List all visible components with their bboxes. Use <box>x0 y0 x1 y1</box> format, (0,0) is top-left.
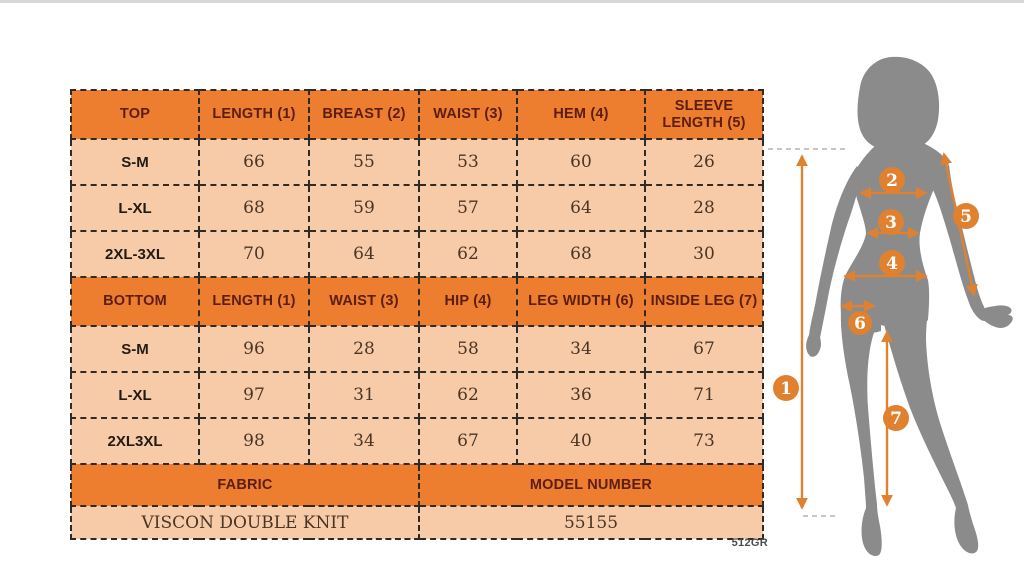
badge-circle <box>773 375 799 401</box>
value-cell: 26 <box>644 138 764 186</box>
value-cell: 60 <box>516 138 646 186</box>
marker-badge-4: 4 <box>879 250 905 276</box>
value-cell: 31 <box>308 371 420 419</box>
value-cell: 71 <box>644 371 764 419</box>
value-cell: 68 <box>198 184 310 232</box>
column-header-cell-4: HEM (4) <box>516 89 646 140</box>
column-header-cell-0: TOP <box>70 89 200 140</box>
value-cell: 40 <box>516 417 646 465</box>
column-header-cell-3: HIP (4) <box>418 276 518 327</box>
value-cell: 97 <box>198 371 310 419</box>
size-data-row: S-M 66 55 53 60 26 <box>70 138 764 186</box>
value-cell: 62 <box>418 230 518 278</box>
section-header-row-1: TOP LENGTH (1) BREAST (2) WAIST (3) HEM (4) S… <box>70 89 764 140</box>
value-cell: 96 <box>198 325 310 373</box>
badge-circle <box>878 209 904 235</box>
value-cell: 64 <box>308 230 420 278</box>
badge-number: 5 <box>960 207 972 227</box>
measurement-figure: 1 2 3 4 5 6 7 <box>768 56 1013 556</box>
badge-number: 1 <box>780 379 792 399</box>
size-label-cell: L-XL <box>70 371 200 419</box>
value-cell: 34 <box>516 325 646 373</box>
badge-number: 6 <box>854 314 866 334</box>
badge-number: 7 <box>890 409 902 429</box>
female-silhouette <box>806 56 1013 556</box>
size-data-row: 2XL3XL 98 34 67 40 73 <box>70 417 764 465</box>
column-header-cell-1: LENGTH (1) <box>198 276 310 327</box>
silhouette-left-arm <box>809 166 860 346</box>
badge-circle <box>879 167 905 193</box>
size-label-cell: S-M <box>70 325 200 373</box>
value-cell: 98 <box>198 417 310 465</box>
marker-badge-1: 1 <box>773 375 799 401</box>
badge-circle <box>848 311 872 335</box>
column-header-cell-3: WAIST (3) <box>418 89 518 140</box>
column-header-cell-4: LEG WIDTH (6) <box>516 276 646 327</box>
marker-badge-7: 7 <box>883 405 909 431</box>
value-cell: 68 <box>516 230 646 278</box>
silhouette-head <box>857 56 940 151</box>
value-cell: 34 <box>308 417 420 465</box>
value-cell: 28 <box>644 184 764 232</box>
size-label-cell: 2XL-3XL <box>70 230 200 278</box>
badge-circle <box>879 250 905 276</box>
column-header-cell-2: WAIST (3) <box>308 276 420 327</box>
badge-number: 3 <box>885 213 897 233</box>
size-label-cell: L-XL <box>70 184 200 232</box>
silhouette-right-hand <box>978 305 1013 328</box>
marker-badge-2: 2 <box>879 167 905 193</box>
value-cell: 64 <box>516 184 646 232</box>
value-cell: 30 <box>644 230 764 278</box>
value-cell: 53 <box>418 138 518 186</box>
column-header-cell-0: BOTTOM <box>70 276 200 327</box>
value-cell: 67 <box>418 417 518 465</box>
column-header-cell-1: LENGTH (1) <box>198 89 310 140</box>
size-data-row: L-XL 97 31 62 36 71 <box>70 371 764 419</box>
fabric-value-cell: VISCON DOUBLE KNIT <box>70 505 420 540</box>
column-header-cell-2: BREAST (2) <box>308 89 420 140</box>
value-cell: 28 <box>308 325 420 373</box>
page-top-border <box>0 0 1024 3</box>
value-cell: 73 <box>644 417 764 465</box>
badge-number: 4 <box>886 254 898 274</box>
size-label-cell: S-M <box>70 138 200 186</box>
badge-number: 2 <box>886 171 898 191</box>
value-cell: 36 <box>516 371 646 419</box>
column-header-cell-5: SLEEVE LENGTH (5) <box>644 89 764 140</box>
fabric-header-cell: FABRIC <box>70 463 420 507</box>
value-cell: 59 <box>308 184 420 232</box>
size-data-row: S-M 96 28 58 34 67 <box>70 325 764 373</box>
style-code: 512GR <box>731 537 768 549</box>
silhouette-right-arm <box>933 164 990 322</box>
footer-header-row: FABRIC MODEL NUMBER <box>70 463 764 507</box>
value-cell: 58 <box>418 325 518 373</box>
silhouette-left-hand <box>806 333 821 357</box>
value-cell: 70 <box>198 230 310 278</box>
size-label-cell: 2XL3XL <box>70 417 200 465</box>
marker-badge-3: 3 <box>878 209 904 235</box>
silhouette-left-leg <box>840 310 882 556</box>
badge-circle <box>953 203 979 229</box>
badge-circle <box>883 405 909 431</box>
marker-badge-6: 6 <box>848 311 872 335</box>
size-data-row: L-XL 68 59 57 64 28 <box>70 184 764 232</box>
silhouette-right-leg <box>881 313 979 554</box>
column-header-cell-5: INSIDE LEG (7) <box>644 276 764 327</box>
model-number-value-cell: 55155 <box>418 505 764 540</box>
value-cell: 55 <box>308 138 420 186</box>
value-cell: 57 <box>418 184 518 232</box>
value-cell: 67 <box>644 325 764 373</box>
size-data-row: 2XL-3XL 70 64 62 68 30 <box>70 230 764 278</box>
marker-badge-5: 5 <box>953 203 979 229</box>
value-cell: 62 <box>418 371 518 419</box>
section-header-row-2: BOTTOM LENGTH (1) WAIST (3) HIP (4) LEG WIDT… <box>70 276 764 327</box>
size-chart-table: TOP LENGTH (1) BREAST (2) WAIST (3) HEM (4) S… <box>70 89 764 540</box>
footer-value-row: VISCON DOUBLE KNIT 55155 <box>70 505 764 540</box>
model-number-header-cell: MODEL NUMBER <box>418 463 764 507</box>
value-cell: 66 <box>198 138 310 186</box>
